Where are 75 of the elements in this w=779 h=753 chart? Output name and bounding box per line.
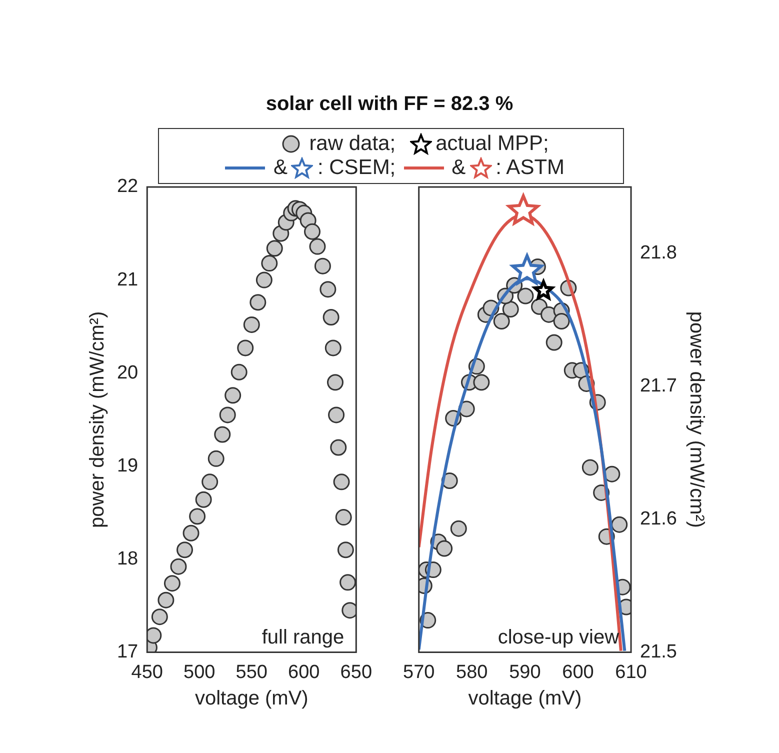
x-tick-label: 570 bbox=[403, 662, 435, 683]
point bbox=[320, 281, 336, 298]
legend-label: raw data; bbox=[308, 132, 396, 156]
point bbox=[208, 450, 224, 467]
point bbox=[333, 474, 350, 490]
y-tick-label: 21.8 bbox=[640, 242, 678, 264]
y-tick-label: 21.5 bbox=[640, 641, 678, 662]
y-tick-label: 19 bbox=[116, 455, 138, 476]
x-tick-label: 590 bbox=[509, 662, 541, 683]
chart-title: solar cell with FF = 82.3 % bbox=[264, 93, 514, 116]
annotation: close-up view bbox=[498, 626, 620, 649]
y-tick-label: 21 bbox=[116, 269, 138, 290]
y-tick-label: 20 bbox=[116, 362, 138, 384]
point bbox=[553, 312, 570, 330]
y-tick-label: 18 bbox=[116, 548, 138, 570]
x-tick-label: 600 bbox=[288, 662, 320, 683]
point bbox=[604, 466, 620, 482]
point bbox=[250, 294, 266, 311]
point bbox=[502, 301, 519, 318]
point bbox=[224, 387, 242, 404]
y-tick-label: 17 bbox=[116, 641, 138, 662]
point bbox=[314, 258, 331, 274]
point bbox=[582, 459, 598, 476]
point bbox=[322, 309, 340, 326]
point bbox=[340, 574, 356, 591]
point bbox=[450, 520, 467, 537]
point bbox=[309, 238, 326, 255]
x-tick-label: 610 bbox=[615, 662, 647, 683]
point bbox=[304, 223, 321, 240]
x-axis-title: voltage (mV) bbox=[194, 688, 308, 710]
text: & : CSEM; bbox=[273, 156, 396, 179]
y-tick-label: 21.6 bbox=[640, 508, 678, 530]
point bbox=[170, 558, 187, 575]
point bbox=[243, 316, 260, 333]
x-axis-title: voltage (mV) bbox=[468, 688, 582, 710]
x-tick-label: 580 bbox=[456, 662, 488, 683]
legend-label: actual MPP; bbox=[434, 132, 549, 156]
point bbox=[151, 608, 168, 626]
x-tick-label: 650 bbox=[340, 662, 372, 683]
point bbox=[611, 516, 628, 533]
x-tick-label: 550 bbox=[236, 662, 268, 683]
point bbox=[266, 240, 283, 257]
y-axis-title: power density (mW/cm²) bbox=[685, 311, 708, 528]
point bbox=[230, 364, 248, 380]
point bbox=[158, 592, 174, 608]
point bbox=[219, 406, 236, 424]
point bbox=[176, 542, 194, 558]
x-tick-label: 600 bbox=[562, 662, 594, 683]
point bbox=[493, 312, 510, 330]
point bbox=[335, 509, 352, 526]
annotation: full range bbox=[262, 626, 344, 649]
point bbox=[261, 255, 278, 272]
point bbox=[324, 340, 342, 356]
point bbox=[473, 374, 490, 391]
point bbox=[237, 340, 254, 356]
point bbox=[214, 426, 231, 443]
y-tick-label: 22 bbox=[116, 176, 138, 198]
point bbox=[202, 474, 218, 490]
point bbox=[337, 542, 354, 558]
point bbox=[164, 575, 180, 592]
point bbox=[256, 272, 272, 288]
y-tick-label: 21.7 bbox=[640, 376, 678, 397]
point bbox=[182, 524, 200, 542]
x-tick-label: 500 bbox=[184, 662, 216, 683]
text: & : ASTM bbox=[452, 156, 565, 179]
point bbox=[327, 374, 344, 391]
x-tick-label: 450 bbox=[131, 662, 163, 683]
point bbox=[517, 288, 534, 304]
point bbox=[189, 508, 206, 525]
y-axis-title: power density (mW/cm²) bbox=[86, 311, 109, 528]
point bbox=[436, 540, 453, 557]
point bbox=[328, 406, 345, 424]
point bbox=[546, 334, 562, 351]
point bbox=[330, 439, 347, 456]
point bbox=[195, 491, 212, 508]
